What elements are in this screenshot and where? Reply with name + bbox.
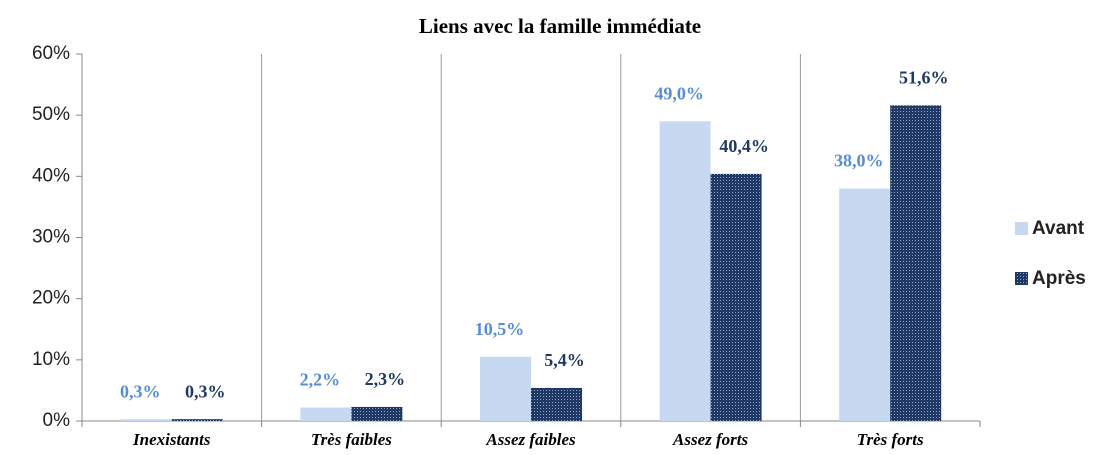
bar [351,406,403,421]
y-tick-label: 30% [32,227,70,248]
bar [171,419,223,421]
legend-label: Avant [1032,218,1085,239]
y-tick-label: 20% [32,288,70,309]
y-tick-label: 10% [32,349,70,370]
value-label: 2,3% [365,369,406,389]
value-label: 10,5% [475,319,525,339]
value-label: 2,2% [300,370,341,390]
y-tick-label: 0% [43,410,71,431]
value-label: 51,6% [899,68,949,88]
bar [890,105,942,421]
value-label: 0,3% [185,381,226,401]
bar [531,387,582,421]
bar [659,121,711,422]
legend-swatch [1015,222,1028,235]
value-label: 0,3% [120,381,161,401]
value-label: 38,0% [834,151,884,171]
bar [480,356,531,421]
bar [120,419,172,421]
legend-swatch [1015,272,1028,285]
chart-title: Liens avec la famille immédiate [419,14,701,38]
x-tick-label: Très forts [857,430,924,449]
bar [710,173,762,421]
value-label: 40,4% [719,136,769,156]
bar [839,188,891,421]
x-tick-label: Assez faibles [485,430,576,449]
x-tick-label: Inexistants [132,430,211,449]
value-label: 5,4% [544,350,585,370]
y-tick-label: 60% [32,43,70,64]
bar [300,407,352,421]
y-tick-label: 40% [32,165,70,186]
x-tick-label: Assez forts [672,430,748,449]
legend-label: Après [1032,268,1086,289]
x-tick-label: Très faibles [311,430,392,449]
value-label: 49,0% [654,83,704,103]
y-tick-label: 50% [32,104,70,125]
